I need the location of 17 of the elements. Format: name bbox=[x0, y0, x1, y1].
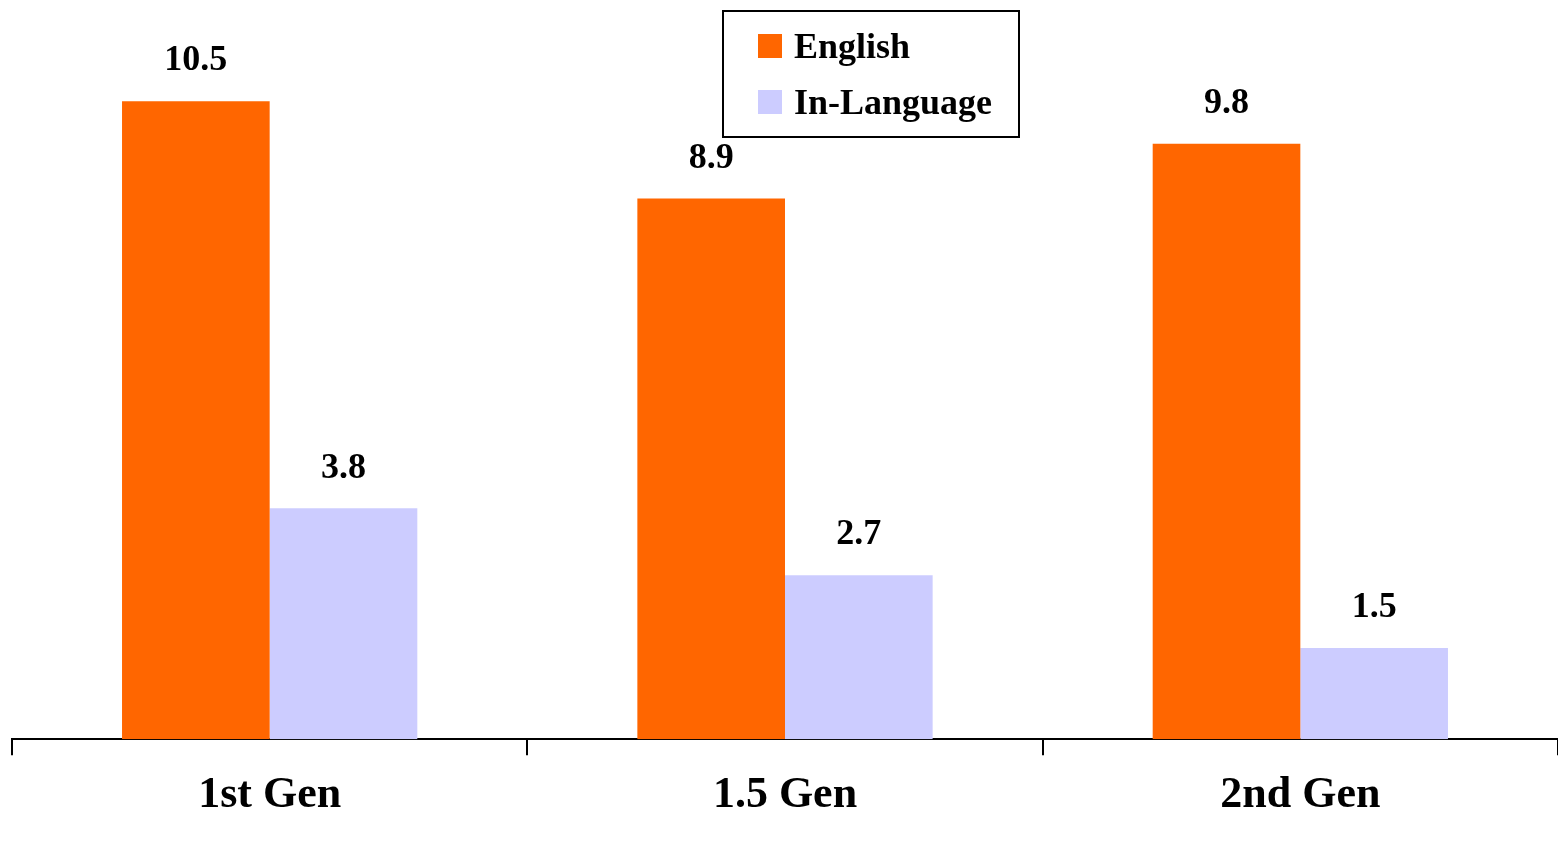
bar bbox=[637, 198, 785, 740]
data-label: 2.7 bbox=[836, 512, 882, 553]
data-label: 10.5 bbox=[164, 38, 228, 79]
data-label: 3.8 bbox=[320, 445, 366, 486]
x-tick-label: 1.5 Gen bbox=[712, 767, 858, 817]
bar bbox=[269, 508, 418, 740]
bar bbox=[1152, 143, 1301, 740]
x-tick-label: 2nd Gen bbox=[1220, 767, 1381, 817]
data-label: 8.9 bbox=[688, 135, 734, 176]
legend-label: In-Language bbox=[794, 81, 993, 123]
data-label: 9.8 bbox=[1204, 80, 1250, 121]
bar bbox=[785, 575, 933, 740]
bar bbox=[1300, 648, 1448, 740]
bar bbox=[122, 101, 270, 740]
data-label: 1.5 bbox=[1351, 585, 1397, 626]
legend-label: English bbox=[794, 25, 911, 67]
x-tick-label: 1st Gen bbox=[198, 767, 342, 817]
